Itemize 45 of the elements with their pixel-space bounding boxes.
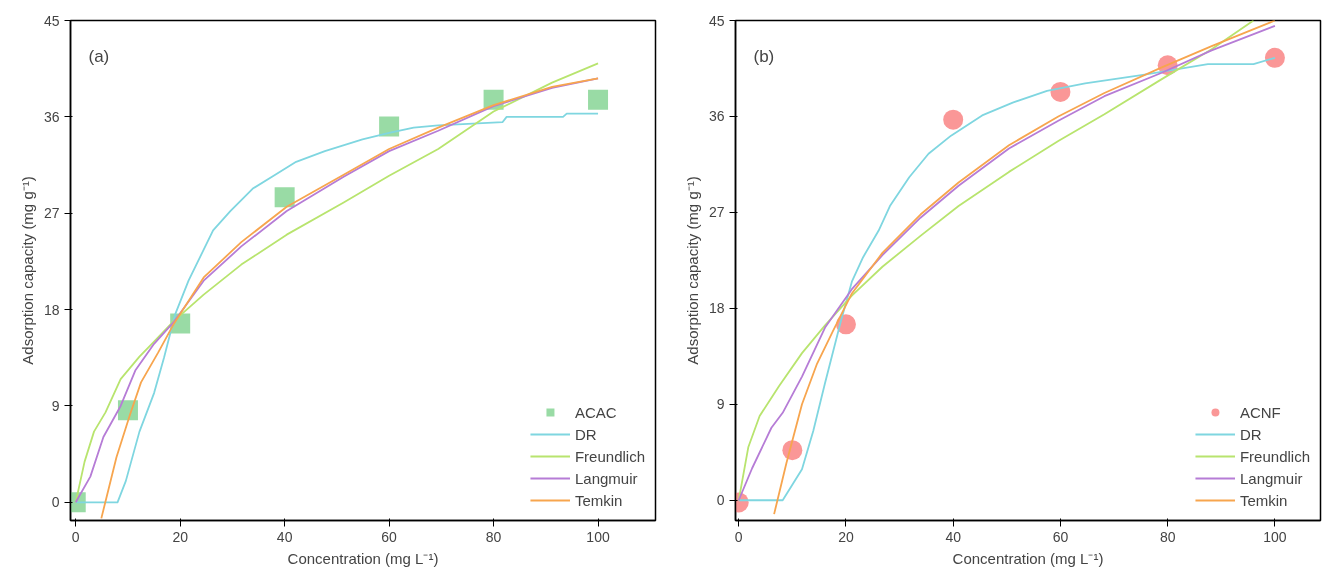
y-tick-label: 36 (708, 108, 725, 125)
x-tick-label: 40 (276, 528, 293, 545)
y-tick-label: 18 (43, 301, 60, 318)
legend-label: DR (1239, 425, 1262, 443)
point (588, 89, 609, 110)
x-tick-label: 80 (485, 528, 502, 545)
x-tick-label: 80 (1159, 528, 1176, 545)
x-tick-label: 60 (1052, 528, 1069, 545)
x-tick-label: 20 (172, 528, 189, 545)
point (1264, 47, 1285, 68)
legend-label: ACNF (1239, 403, 1281, 421)
y-tick-label: 9 (51, 397, 60, 414)
x-tick-label: 100 (1263, 528, 1287, 545)
legend-label: Freundlich (1239, 447, 1310, 465)
legend-label: Temkin (574, 491, 623, 509)
legend-label: Langmuir (574, 469, 638, 487)
legend-label: Freundlich (574, 447, 645, 465)
point (274, 187, 295, 208)
y-tick-label: 27 (43, 205, 60, 222)
annotation: (b) (753, 46, 775, 66)
y-tick-label: 36 (43, 108, 60, 125)
y-tick-label: 18 (708, 300, 725, 317)
x-tick-label: 100 (586, 528, 610, 545)
x-axis-title: Concentration (mg L⁻¹) (952, 549, 1104, 567)
x-tick-label: 60 (381, 528, 398, 545)
legend-label: ACAC (574, 403, 617, 421)
x-axis-title: Concentration (mg L⁻¹) (287, 549, 439, 567)
y-tick-label: 0 (51, 494, 60, 511)
annotation: (a) (88, 46, 110, 66)
x-tick-label: 40 (945, 528, 962, 545)
y-tick-label: 45 (43, 12, 60, 29)
x-tick-label: 20 (838, 528, 854, 545)
y-axis-title: Adsorption capacity (mg g⁻¹) (18, 176, 36, 365)
y-tick-label: 27 (708, 204, 725, 221)
x-tick-label: 0 (734, 528, 743, 545)
point (943, 109, 964, 130)
legend-label: Langmuir (1239, 469, 1303, 487)
x-tick-label: 0 (71, 528, 80, 545)
legend-label: Temkin (1239, 491, 1288, 509)
legend-label: DR (574, 425, 597, 443)
point (379, 116, 400, 137)
y-axis-title: Adsorption capacity (mg g⁻¹) (683, 176, 701, 365)
y-tick-label: 45 (708, 12, 725, 29)
y-tick-label: 0 (716, 492, 725, 509)
y-tick-label: 9 (716, 396, 725, 413)
